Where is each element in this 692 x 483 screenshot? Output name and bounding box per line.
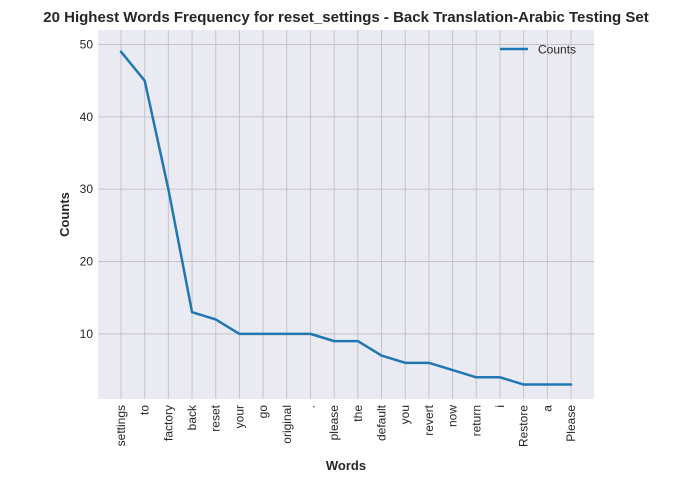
x-tick-label: go [256,405,270,419]
series-line-counts [119,50,573,386]
x-tick-label: Please [564,405,578,442]
y-tick-label: 50 [80,37,94,51]
x-tick-label: i [493,405,507,408]
x-axis: settings to factory back reset your go original… [114,404,578,447]
x-tick-label: factory [161,405,175,441]
legend: Counts [500,43,576,57]
y-axis-label: Counts [57,192,72,237]
x-tick-label: revert [422,404,436,435]
legend-label-counts: Counts [538,43,576,57]
x-tick-label: now [446,405,460,427]
x-tick-label: reset [209,404,223,431]
x-tick-label: back [185,404,199,430]
x-tick-label: please [327,405,341,441]
x-tick-label: settings [114,405,128,446]
series-layer [119,50,573,386]
chart-title: 20 Highest Words Frequency for reset_set… [43,9,648,26]
y-axis: 10 20 30 40 50 [80,37,94,340]
plot-area [98,30,594,399]
y-tick-label: 20 [80,255,94,269]
y-tick-label: 10 [80,327,94,341]
x-tick-label: return [469,405,483,436]
x-tick-label: your [232,405,246,428]
x-tick-label: you [398,405,412,424]
x-tick-label: a [540,405,554,412]
x-tick-label: Restore [517,405,531,447]
y-tick-label: 40 [80,110,94,124]
x-tick-label: original [280,405,294,444]
x-tick-label: . [303,405,317,408]
y-tick-label: 30 [80,182,94,196]
x-tick-label: the [351,405,365,422]
x-axis-label: Words [326,458,366,473]
x-tick-label: to [138,405,152,415]
grid-lines [98,30,594,399]
x-tick-label: default [375,404,389,441]
